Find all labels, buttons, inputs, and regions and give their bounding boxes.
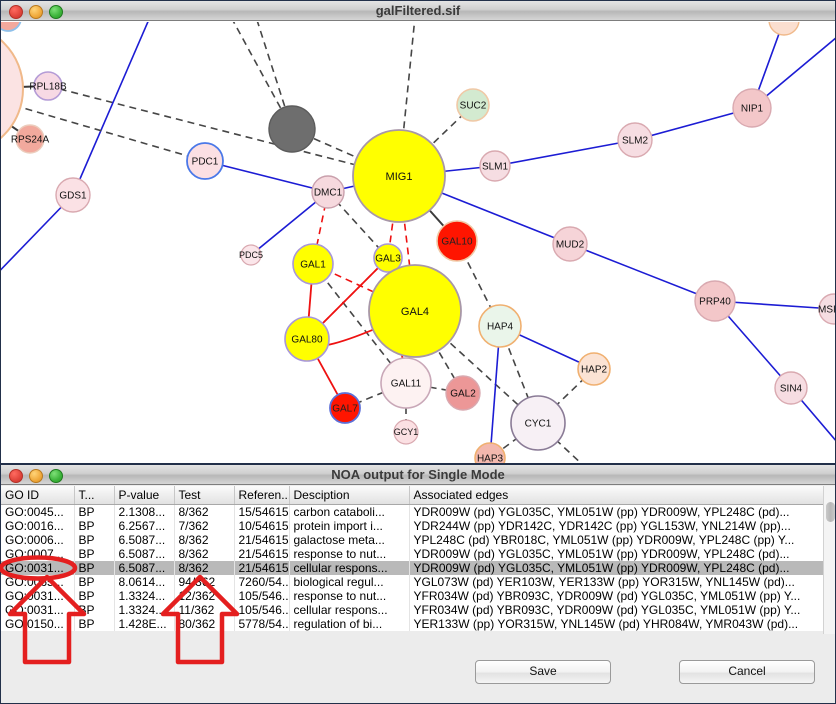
svg-text:SLM2: SLM2 [622,136,649,147]
svg-text:GAL2: GAL2 [450,389,476,400]
svg-text:GDS1: GDS1 [59,191,87,202]
svg-text:HAP4: HAP4 [487,322,514,333]
svg-text:HAP2: HAP2 [581,365,608,376]
svg-text:GAL10: GAL10 [441,237,473,248]
svg-text:GAL4: GAL4 [401,306,429,318]
svg-text:GAL7: GAL7 [332,404,358,415]
svg-text:RPL18B: RPL18B [29,82,67,93]
svg-text:PDC5: PDC5 [239,250,263,260]
svg-text:GAL3: GAL3 [375,254,401,265]
svg-text:MIG1: MIG1 [386,171,413,183]
svg-text:DMC1: DMC1 [314,188,343,199]
svg-text:GAL11: GAL11 [391,379,422,390]
svg-text:GCY1: GCY1 [394,427,419,437]
svg-text:GAL1: GAL1 [300,260,326,271]
svg-text:HAP3: HAP3 [477,454,504,465]
svg-text:GAL80: GAL80 [291,335,323,346]
svg-text:MUD2: MUD2 [556,240,585,251]
svg-text:SIN4: SIN4 [780,384,803,395]
svg-text:PRP40: PRP40 [699,297,731,308]
svg-text:RPS24A: RPS24A [11,135,50,146]
svg-text:MSI: MSI [818,305,836,316]
svg-text:SUC2: SUC2 [460,101,487,112]
svg-text:NIP1: NIP1 [741,104,764,115]
svg-text:CYC1: CYC1 [525,419,552,430]
svg-text:SLM1: SLM1 [482,162,509,173]
svg-text:PDC1: PDC1 [192,157,219,168]
